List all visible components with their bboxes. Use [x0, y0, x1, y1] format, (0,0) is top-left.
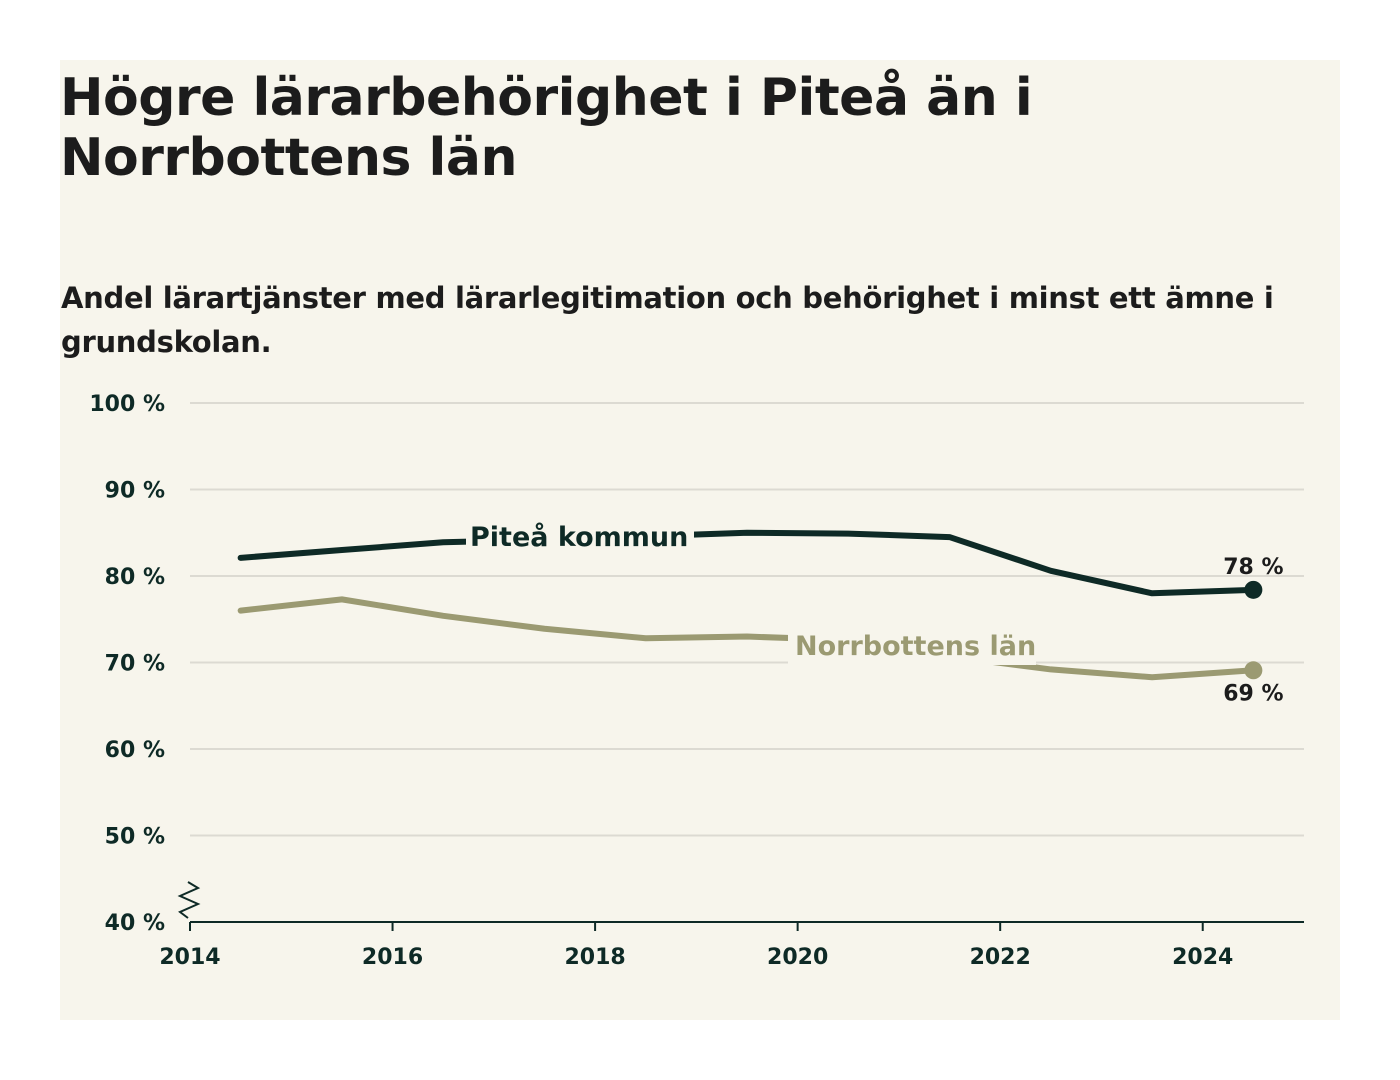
- x-tick-label: 2018: [564, 945, 625, 970]
- chart-subtitle: Andel lärartjänster med lärarlegitimatio…: [61, 281, 1274, 359]
- x-tick-label: 2022: [970, 945, 1031, 970]
- x-axis: 2014 2016 2018 2020 2022 2024: [159, 881, 1304, 970]
- series-end-marker: [1244, 580, 1263, 599]
- axis-break-icon: [177, 881, 201, 919]
- y-tick-label: 90 %: [105, 479, 165, 504]
- series-line-1: [237, 596, 1257, 681]
- x-tick-label: 2020: [767, 945, 828, 970]
- series-label-bg: [466, 516, 694, 556]
- series-label: Piteå kommun: [470, 521, 688, 553]
- series-line-0: [237, 529, 1257, 597]
- y-tick-label: 60 %: [105, 738, 165, 763]
- y-tick-label: 40 %: [105, 911, 165, 936]
- x-tick-label: 2016: [362, 945, 423, 970]
- series-end-label: 69 %: [1223, 681, 1283, 706]
- gridlines: [190, 402, 1304, 837]
- series-label-bg: [788, 625, 1036, 665]
- chart-card: [60, 60, 1340, 1020]
- series-end-label: 78 %: [1223, 555, 1283, 580]
- x-tick-label: 2014: [159, 945, 220, 970]
- y-tick-label: 70 %: [105, 652, 165, 677]
- y-axis: 40 % 50 % 60 % 70 % 80 % 90 % 100 %: [89, 392, 165, 936]
- series-label: Norrbottens län: [795, 631, 1036, 662]
- series-end-marker: [1244, 661, 1263, 680]
- x-tick-label: 2024: [1172, 945, 1233, 970]
- chart-title: Högre lärarbehörighet i Piteå än i Norrb…: [60, 68, 1033, 188]
- y-tick-label: 100 %: [89, 392, 165, 417]
- y-tick-label: 80 %: [105, 565, 165, 590]
- series-lines: Piteå kommun 78 % Norrbottens län 69 %: [237, 516, 1284, 706]
- y-tick-label: 50 %: [105, 825, 165, 850]
